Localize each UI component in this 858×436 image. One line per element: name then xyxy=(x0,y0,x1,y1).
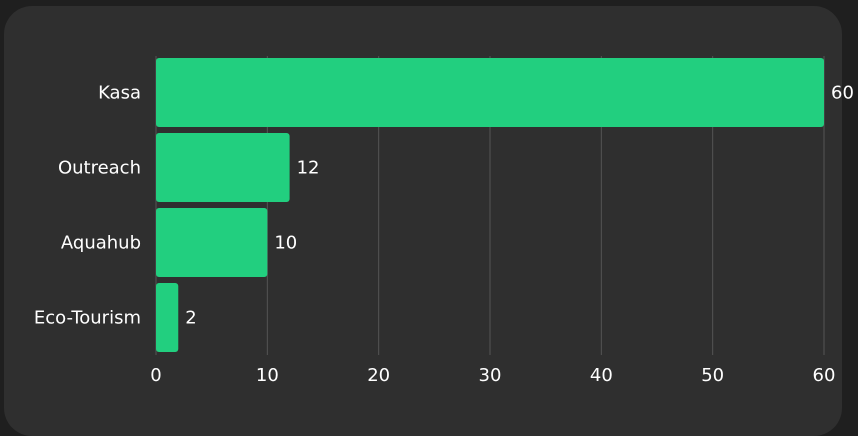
x-tick-label: 50 xyxy=(701,365,724,386)
category-labels: Kasa Outreach Aquahub Eco-Tourism xyxy=(34,83,141,329)
data-labels: 60 12 10 2 xyxy=(185,83,854,329)
category-label: Outreach xyxy=(58,158,141,179)
bar xyxy=(156,283,179,352)
category-label: Eco-Tourism xyxy=(34,308,141,329)
x-tick-label: 10 xyxy=(256,365,279,386)
category-label: Kasa xyxy=(98,83,141,104)
value-label: 10 xyxy=(274,233,297,254)
value-label: 12 xyxy=(297,158,320,179)
bar xyxy=(156,58,824,127)
value-label: 60 xyxy=(831,83,854,104)
bar xyxy=(156,133,290,202)
x-tick-label: 20 xyxy=(367,365,390,386)
x-tick-label: 30 xyxy=(479,365,502,386)
bars xyxy=(156,58,824,352)
x-tick-label: 40 xyxy=(590,365,613,386)
x-tick-label: 0 xyxy=(150,365,161,386)
category-label: Aquahub xyxy=(61,233,141,254)
x-tick-label: 60 xyxy=(813,365,836,386)
x-axis-ticks: 0 10 20 30 40 50 60 xyxy=(150,365,835,386)
bar xyxy=(156,208,268,277)
value-label: 2 xyxy=(185,308,196,329)
